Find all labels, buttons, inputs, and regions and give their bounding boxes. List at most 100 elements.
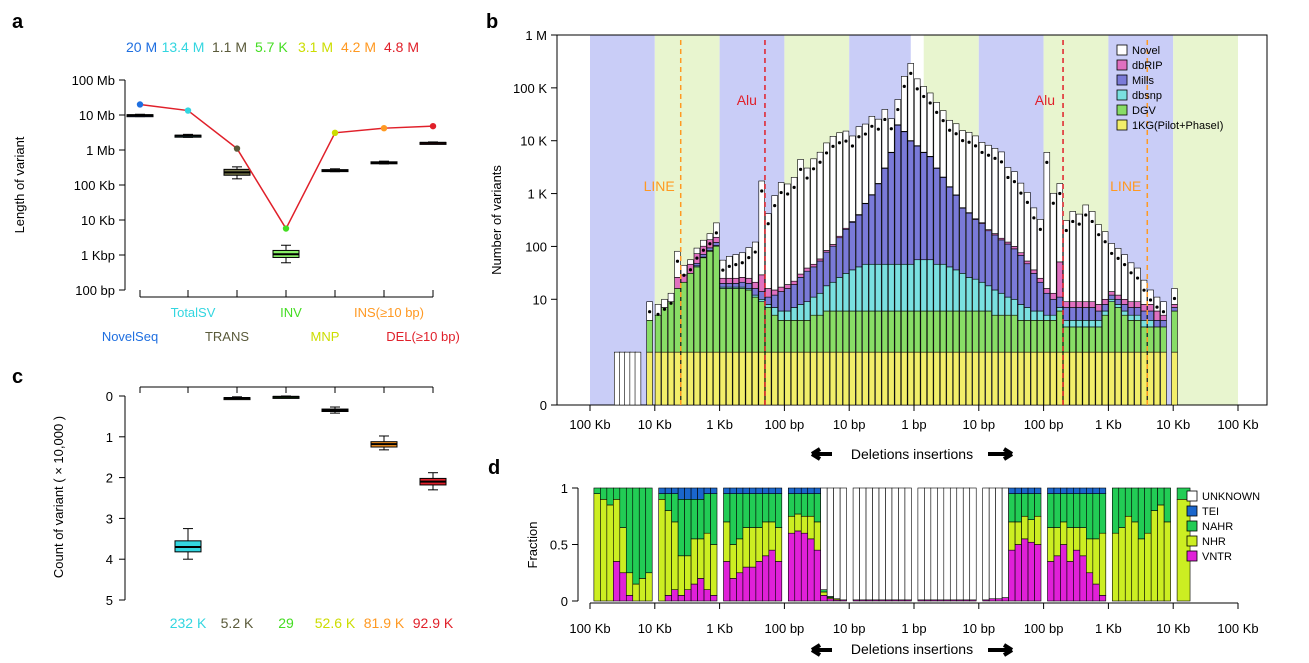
bar-segment bbox=[842, 310, 850, 353]
bar-segment bbox=[784, 320, 791, 353]
x-tick-label: 1 bp bbox=[901, 417, 926, 432]
fraction-segment bbox=[787, 515, 796, 534]
fraction-segment bbox=[710, 487, 718, 494]
fraction-segment bbox=[775, 487, 783, 494]
bar-segment bbox=[1050, 351, 1057, 406]
y-tick-label: 0 bbox=[540, 398, 547, 413]
bar-segment bbox=[1108, 243, 1115, 292]
fraction-segment bbox=[1092, 493, 1100, 540]
bar-segment bbox=[1114, 248, 1122, 296]
bar-marker bbox=[883, 117, 887, 122]
bar-segment bbox=[1050, 320, 1057, 353]
fraction-segment bbox=[684, 589, 692, 602]
bar-segment bbox=[842, 130, 850, 229]
fraction-segment bbox=[1066, 487, 1074, 494]
legend-swatch bbox=[1116, 104, 1128, 116]
fraction-segment bbox=[768, 493, 776, 523]
bar-segment bbox=[952, 351, 960, 406]
bar-segment bbox=[771, 289, 778, 296]
bar-segment bbox=[823, 142, 830, 251]
legend-label: NAHR bbox=[1202, 521, 1233, 533]
fraction-segment bbox=[800, 515, 809, 534]
bar-segment bbox=[700, 351, 707, 406]
bar-marker bbox=[648, 310, 652, 314]
bar-segment bbox=[965, 310, 973, 353]
fraction-segment bbox=[723, 487, 731, 494]
bar-marker bbox=[961, 138, 965, 143]
fraction-segment bbox=[813, 493, 821, 523]
bar-segment bbox=[752, 288, 759, 296]
panel-d-letter: d bbox=[488, 457, 500, 479]
bar-marker bbox=[1025, 200, 1029, 204]
fraction-segment bbox=[1034, 487, 1042, 494]
fraction-segment bbox=[982, 487, 990, 601]
max-value-label: 5.7 K bbox=[255, 39, 288, 55]
bar-segment bbox=[771, 351, 778, 406]
bar-segment bbox=[777, 351, 785, 406]
fraction-segment bbox=[749, 527, 757, 568]
fraction-segment bbox=[988, 487, 996, 600]
bar-segment bbox=[849, 269, 856, 312]
bar-segment bbox=[1134, 314, 1141, 321]
bar-marker bbox=[1142, 288, 1146, 292]
bar-segment bbox=[894, 124, 902, 265]
bar-segment bbox=[952, 194, 960, 271]
fraction-segment bbox=[872, 487, 880, 601]
fraction-segment bbox=[606, 487, 614, 506]
panel-b: b 0 10 100 1 K 10 K 100 K 1 M Number of variant… bbox=[486, 11, 1268, 462]
fraction-segment bbox=[1144, 532, 1152, 602]
bar-segment bbox=[1171, 304, 1178, 308]
bar-segment bbox=[745, 283, 752, 289]
bar-segment bbox=[868, 263, 876, 312]
bar-segment bbox=[933, 263, 940, 312]
fraction-segment bbox=[794, 513, 802, 532]
x-tick-label: 100 bp bbox=[1024, 621, 1064, 636]
bar-segment bbox=[1171, 307, 1178, 312]
bar-segment bbox=[920, 310, 927, 353]
bar-marker bbox=[701, 248, 706, 252]
bar-segment bbox=[803, 351, 811, 406]
y-tick-label: 3 bbox=[106, 511, 113, 526]
bar-segment bbox=[920, 259, 927, 312]
bar-marker bbox=[1172, 296, 1177, 301]
bar-segment bbox=[1076, 326, 1083, 353]
bar-segment bbox=[868, 116, 876, 195]
bar-segment bbox=[739, 281, 746, 288]
legend-label: 1KG(Pilot+PhaseI) bbox=[1132, 120, 1223, 132]
y-tick-label: 100 Mb bbox=[72, 73, 115, 88]
bar-segment bbox=[849, 351, 856, 406]
fraction-segment bbox=[1137, 538, 1145, 602]
bar-segment bbox=[842, 273, 850, 312]
max-point bbox=[136, 101, 144, 108]
y-tick-label: 5 bbox=[106, 593, 113, 608]
bar-segment bbox=[674, 277, 681, 289]
bar-segment bbox=[1076, 213, 1083, 303]
legend-swatch bbox=[1116, 74, 1128, 86]
fraction-segment bbox=[1034, 515, 1042, 545]
y-tick-label: 0 bbox=[561, 594, 568, 609]
bar-segment bbox=[1127, 351, 1135, 406]
fraction-segment bbox=[775, 493, 783, 528]
bar-segment bbox=[1004, 296, 1012, 316]
bar-segment bbox=[855, 126, 863, 215]
bar-segment bbox=[816, 151, 824, 260]
bar-segment bbox=[907, 263, 914, 312]
fraction-segment bbox=[697, 487, 705, 500]
fraction-segment bbox=[1021, 538, 1029, 602]
bar-marker bbox=[922, 94, 926, 99]
fraction-segment bbox=[613, 498, 621, 562]
bar-marker bbox=[941, 119, 945, 123]
bar-segment bbox=[654, 314, 662, 353]
fraction-segment bbox=[943, 487, 951, 601]
bar-segment bbox=[646, 320, 653, 353]
bar-segment bbox=[784, 310, 791, 321]
bar-segment bbox=[700, 253, 707, 258]
bar-segment bbox=[933, 351, 940, 406]
bar-marker bbox=[1103, 240, 1107, 244]
bar-segment bbox=[777, 182, 785, 288]
bar-marker bbox=[818, 160, 822, 164]
bar-segment bbox=[706, 247, 714, 251]
fraction-segment bbox=[671, 493, 679, 523]
bar-segment bbox=[758, 291, 765, 300]
max-value-label: 13.4 M bbox=[162, 39, 205, 55]
